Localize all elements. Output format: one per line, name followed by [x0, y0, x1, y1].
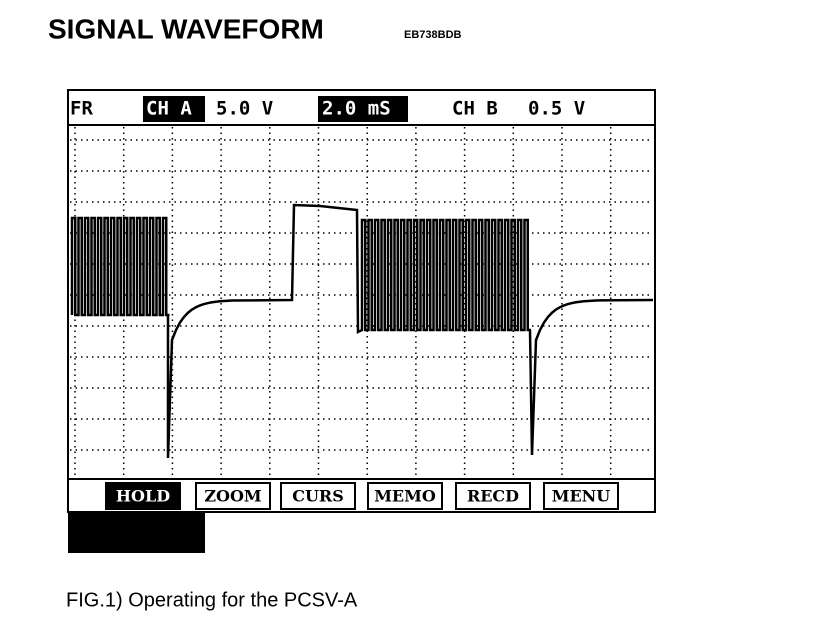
caption: FIG.1) Operating for the PCSV-A: [66, 589, 358, 611]
button-frame[interactable]: [195, 482, 271, 510]
status-highlight: [143, 96, 205, 122]
status-channel-a: CH A: [146, 98, 192, 120]
status-volts-b: 0.5 V: [528, 98, 585, 120]
title: SIGNAL WAVEFORM: [48, 13, 324, 44]
button-label[interactable]: HOLD: [116, 487, 170, 506]
button-frame[interactable]: [543, 482, 619, 510]
status-highlight: [318, 96, 408, 122]
button-frame[interactable]: [105, 482, 181, 510]
black-block: [68, 512, 205, 553]
status-timebase: 2.0 mS: [322, 98, 391, 120]
button-frame[interactable]: [455, 482, 531, 510]
button-label[interactable]: ZOOM: [204, 487, 261, 506]
button-frame[interactable]: [367, 482, 443, 510]
button-bar: HOLD ZOOM CURS MEMO RECD MENU: [105, 482, 619, 510]
button-frame[interactable]: [280, 482, 356, 510]
status-mode: FR: [70, 98, 93, 120]
status-volts-a: 5.0 V: [216, 98, 273, 120]
figure-code: EB738BDB: [404, 29, 462, 41]
status-channel-b: CH B: [452, 98, 498, 120]
button-label[interactable]: MENU: [552, 487, 611, 506]
button-label[interactable]: RECD: [467, 487, 519, 506]
button-label[interactable]: MEMO: [374, 487, 436, 506]
button-label[interactable]: CURS: [292, 487, 344, 506]
waveform: [70, 203, 654, 459]
